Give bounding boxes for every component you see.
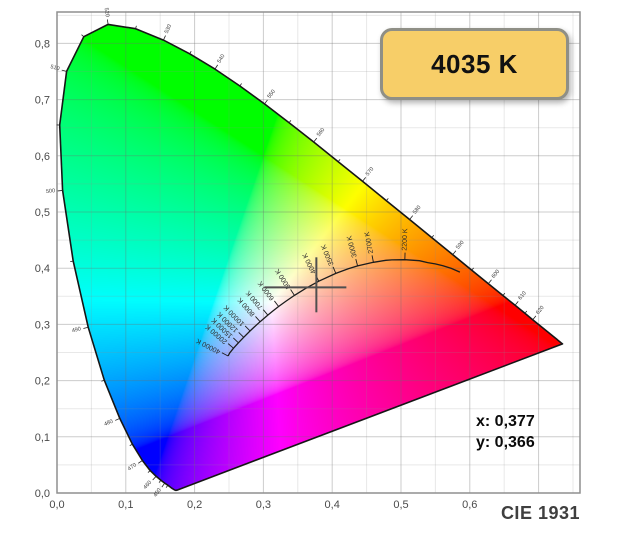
wavelength-label: 490 xyxy=(71,326,81,334)
wavelength-label: 470 xyxy=(127,462,138,472)
y-axis-tick-label: 0,4 xyxy=(35,263,50,275)
wavelength-label: 480 xyxy=(103,419,114,428)
y-axis-tick-label: 0,7 xyxy=(35,95,50,107)
x-axis-tick-label: 0,5 xyxy=(393,499,408,511)
wavelength-label: 610 xyxy=(517,290,527,301)
x-axis-tick-label: 0,3 xyxy=(256,499,271,511)
y-axis-tick-label: 0,2 xyxy=(35,376,50,388)
wavelength-label: 500 xyxy=(46,188,56,195)
cct-badge-value: 4035 K xyxy=(431,48,518,79)
x-axis-tick-labels: 0,0 0,1 0,2 0,3 0,4 0,5 0,6 xyxy=(49,499,477,511)
wavelength-label: 620 xyxy=(535,305,545,316)
wavelength-label: 540 xyxy=(216,53,226,64)
wavelength-label: 560 xyxy=(316,127,326,138)
cct-badge: 4035 K xyxy=(380,28,569,100)
y-axis-tick-labels: 0,0 0,1 0,2 0,3 0,4 0,5 0,6 0,7 0,8 xyxy=(35,38,50,500)
x-axis-tick-label: 0,6 xyxy=(462,499,477,511)
y-axis-tick-label: 0,3 xyxy=(35,319,50,331)
diagram-caption: CIE 1931 xyxy=(500,503,580,523)
y-axis-tick-label: 0,1 xyxy=(35,432,50,444)
wavelength-label: 550 xyxy=(267,89,277,100)
wavelength-label: 450 xyxy=(153,487,163,498)
wavelength-label: 580 xyxy=(412,205,422,216)
wavelength-label: 460 xyxy=(143,480,154,491)
wavelength-label: 590 xyxy=(455,240,465,251)
x-axis-tick-label: 0,2 xyxy=(187,499,202,511)
grid-lines xyxy=(57,12,580,493)
x-axis-tick-label: 0,0 xyxy=(49,499,64,511)
y-axis-tick-label: 0,6 xyxy=(35,151,50,163)
wavelength-label: 600 xyxy=(491,269,501,280)
x-axis-tick-label: 0,4 xyxy=(325,499,340,511)
wavelength-label: 520 xyxy=(103,7,110,17)
y-axis-tick-label: 0,0 xyxy=(35,488,50,500)
cct-tick-label: 2700 K xyxy=(364,231,375,254)
cct-tick-label: 2200 K xyxy=(402,228,410,251)
color-point-crosshair[interactable] xyxy=(264,257,347,313)
y-coordinate-value: y: 0,366 xyxy=(476,434,535,451)
wavelength-label: 510 xyxy=(50,64,60,72)
cct-tick-label: 3000 K xyxy=(346,235,358,259)
planckian-locus xyxy=(227,259,461,357)
coordinate-readout: x: 0,377 y: 0,366 xyxy=(476,411,535,453)
cct-tick-label: 3500 K xyxy=(320,243,335,266)
wavelength-label: 530 xyxy=(164,24,173,35)
x-axis-tick-label: 0,1 xyxy=(118,499,133,511)
x-coordinate-value: x: 0,377 xyxy=(476,413,535,430)
cct-tick-label: 6000 K xyxy=(257,279,276,301)
y-axis-tick-label: 0,8 xyxy=(35,38,50,50)
plot-border xyxy=(56,11,581,494)
wavelength-label: 570 xyxy=(365,166,375,177)
y-axis-tick-label: 0,5 xyxy=(35,207,50,219)
spectral-locus-outline xyxy=(58,23,564,492)
